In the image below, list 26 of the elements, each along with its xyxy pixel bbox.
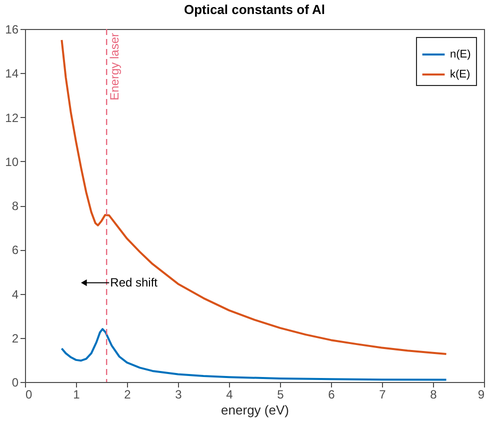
x-tick-label: 9 (478, 388, 485, 402)
x-tick-label: 4 (226, 388, 234, 402)
y-tick-label: 10 (5, 154, 19, 169)
legend-label: n(E) (450, 48, 471, 60)
y-tick-label: 0 (12, 376, 19, 390)
y-tick-label: 8 (12, 199, 19, 213)
x-tick-label: 5 (277, 388, 284, 402)
chart-title: Optical constants of Al (184, 2, 326, 17)
x-axis-title: energy (eV) (221, 402, 289, 418)
ref-line-label: Energy laser (108, 33, 122, 100)
y-tick-label: 14 (5, 66, 19, 81)
y-tick-label: 16 (5, 22, 19, 36)
x-tick-label: 2 (124, 388, 132, 402)
legend-label: k(E) (450, 68, 470, 80)
y-tick-label: 6 (12, 243, 19, 258)
x-tick-label: 3 (175, 388, 182, 402)
x-tick-label: 1 (73, 388, 80, 402)
x-tick-label: 7 (379, 388, 386, 402)
y-tick-label: 2 (12, 331, 19, 346)
y-tick-label: 12 (5, 110, 19, 125)
x-tick-label: 6 (328, 388, 336, 402)
x-tick-label: 8 (430, 388, 438, 402)
x-tick-label: 0 (26, 388, 32, 402)
y-tick-label: 4 (12, 287, 19, 302)
line-series (60, 328, 448, 381)
annotation: Red shift (110, 276, 158, 290)
